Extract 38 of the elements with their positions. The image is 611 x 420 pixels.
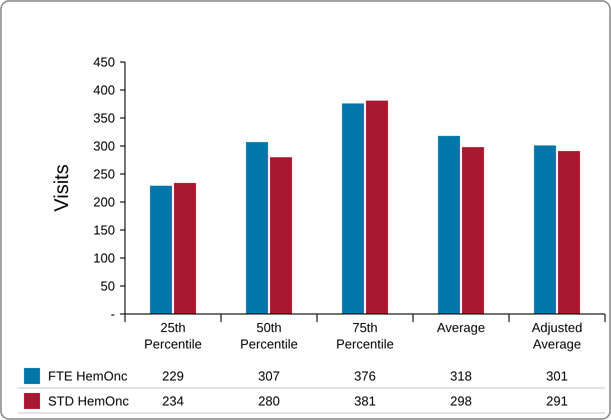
y-tick-label: 100 <box>93 250 115 266</box>
data-label: 234 <box>162 394 184 409</box>
data-label: 301 <box>546 368 568 384</box>
data-label: 291 <box>546 394 568 409</box>
x-tick-label: Adjusted Average <box>532 320 582 352</box>
bar <box>462 147 484 314</box>
x-tick-label: 75th Percentile <box>336 320 394 352</box>
data-label: 318 <box>450 368 472 384</box>
data-label: 307 <box>258 368 280 384</box>
y-tick-label: - <box>110 306 115 322</box>
y-tick-label: 150 <box>93 222 115 238</box>
data-label: 381 <box>354 394 376 409</box>
bar <box>150 186 172 314</box>
y-tick-label: 250 <box>93 166 115 182</box>
y-tick-label: 350 <box>93 110 115 126</box>
y-tick-label: 200 <box>93 194 115 210</box>
data-label: 280 <box>258 394 280 409</box>
x-tick-label: 25th Percentile <box>144 320 202 352</box>
y-tick-label: 400 <box>93 82 115 98</box>
bar <box>366 100 388 314</box>
bar <box>246 142 268 314</box>
data-label: 376 <box>354 368 376 384</box>
bar <box>342 103 364 314</box>
bar <box>174 182 196 314</box>
data-label: 229 <box>162 368 184 384</box>
bar <box>438 136 460 314</box>
bar <box>534 145 556 314</box>
legend-label: FTE HemOnc <box>48 368 128 384</box>
y-tick-label: 450 <box>93 54 115 70</box>
y-tick-label: 50 <box>100 278 115 294</box>
bar <box>270 157 292 314</box>
y-axis-title: Visits <box>51 164 73 212</box>
legend-label: STD HemOnc <box>48 394 130 409</box>
bar <box>558 151 580 314</box>
y-tick-label: 300 <box>93 138 115 154</box>
x-tick-label: 50th Percentile <box>240 320 298 352</box>
x-tick-label: Average <box>436 320 486 335</box>
data-label: 298 <box>450 394 472 409</box>
